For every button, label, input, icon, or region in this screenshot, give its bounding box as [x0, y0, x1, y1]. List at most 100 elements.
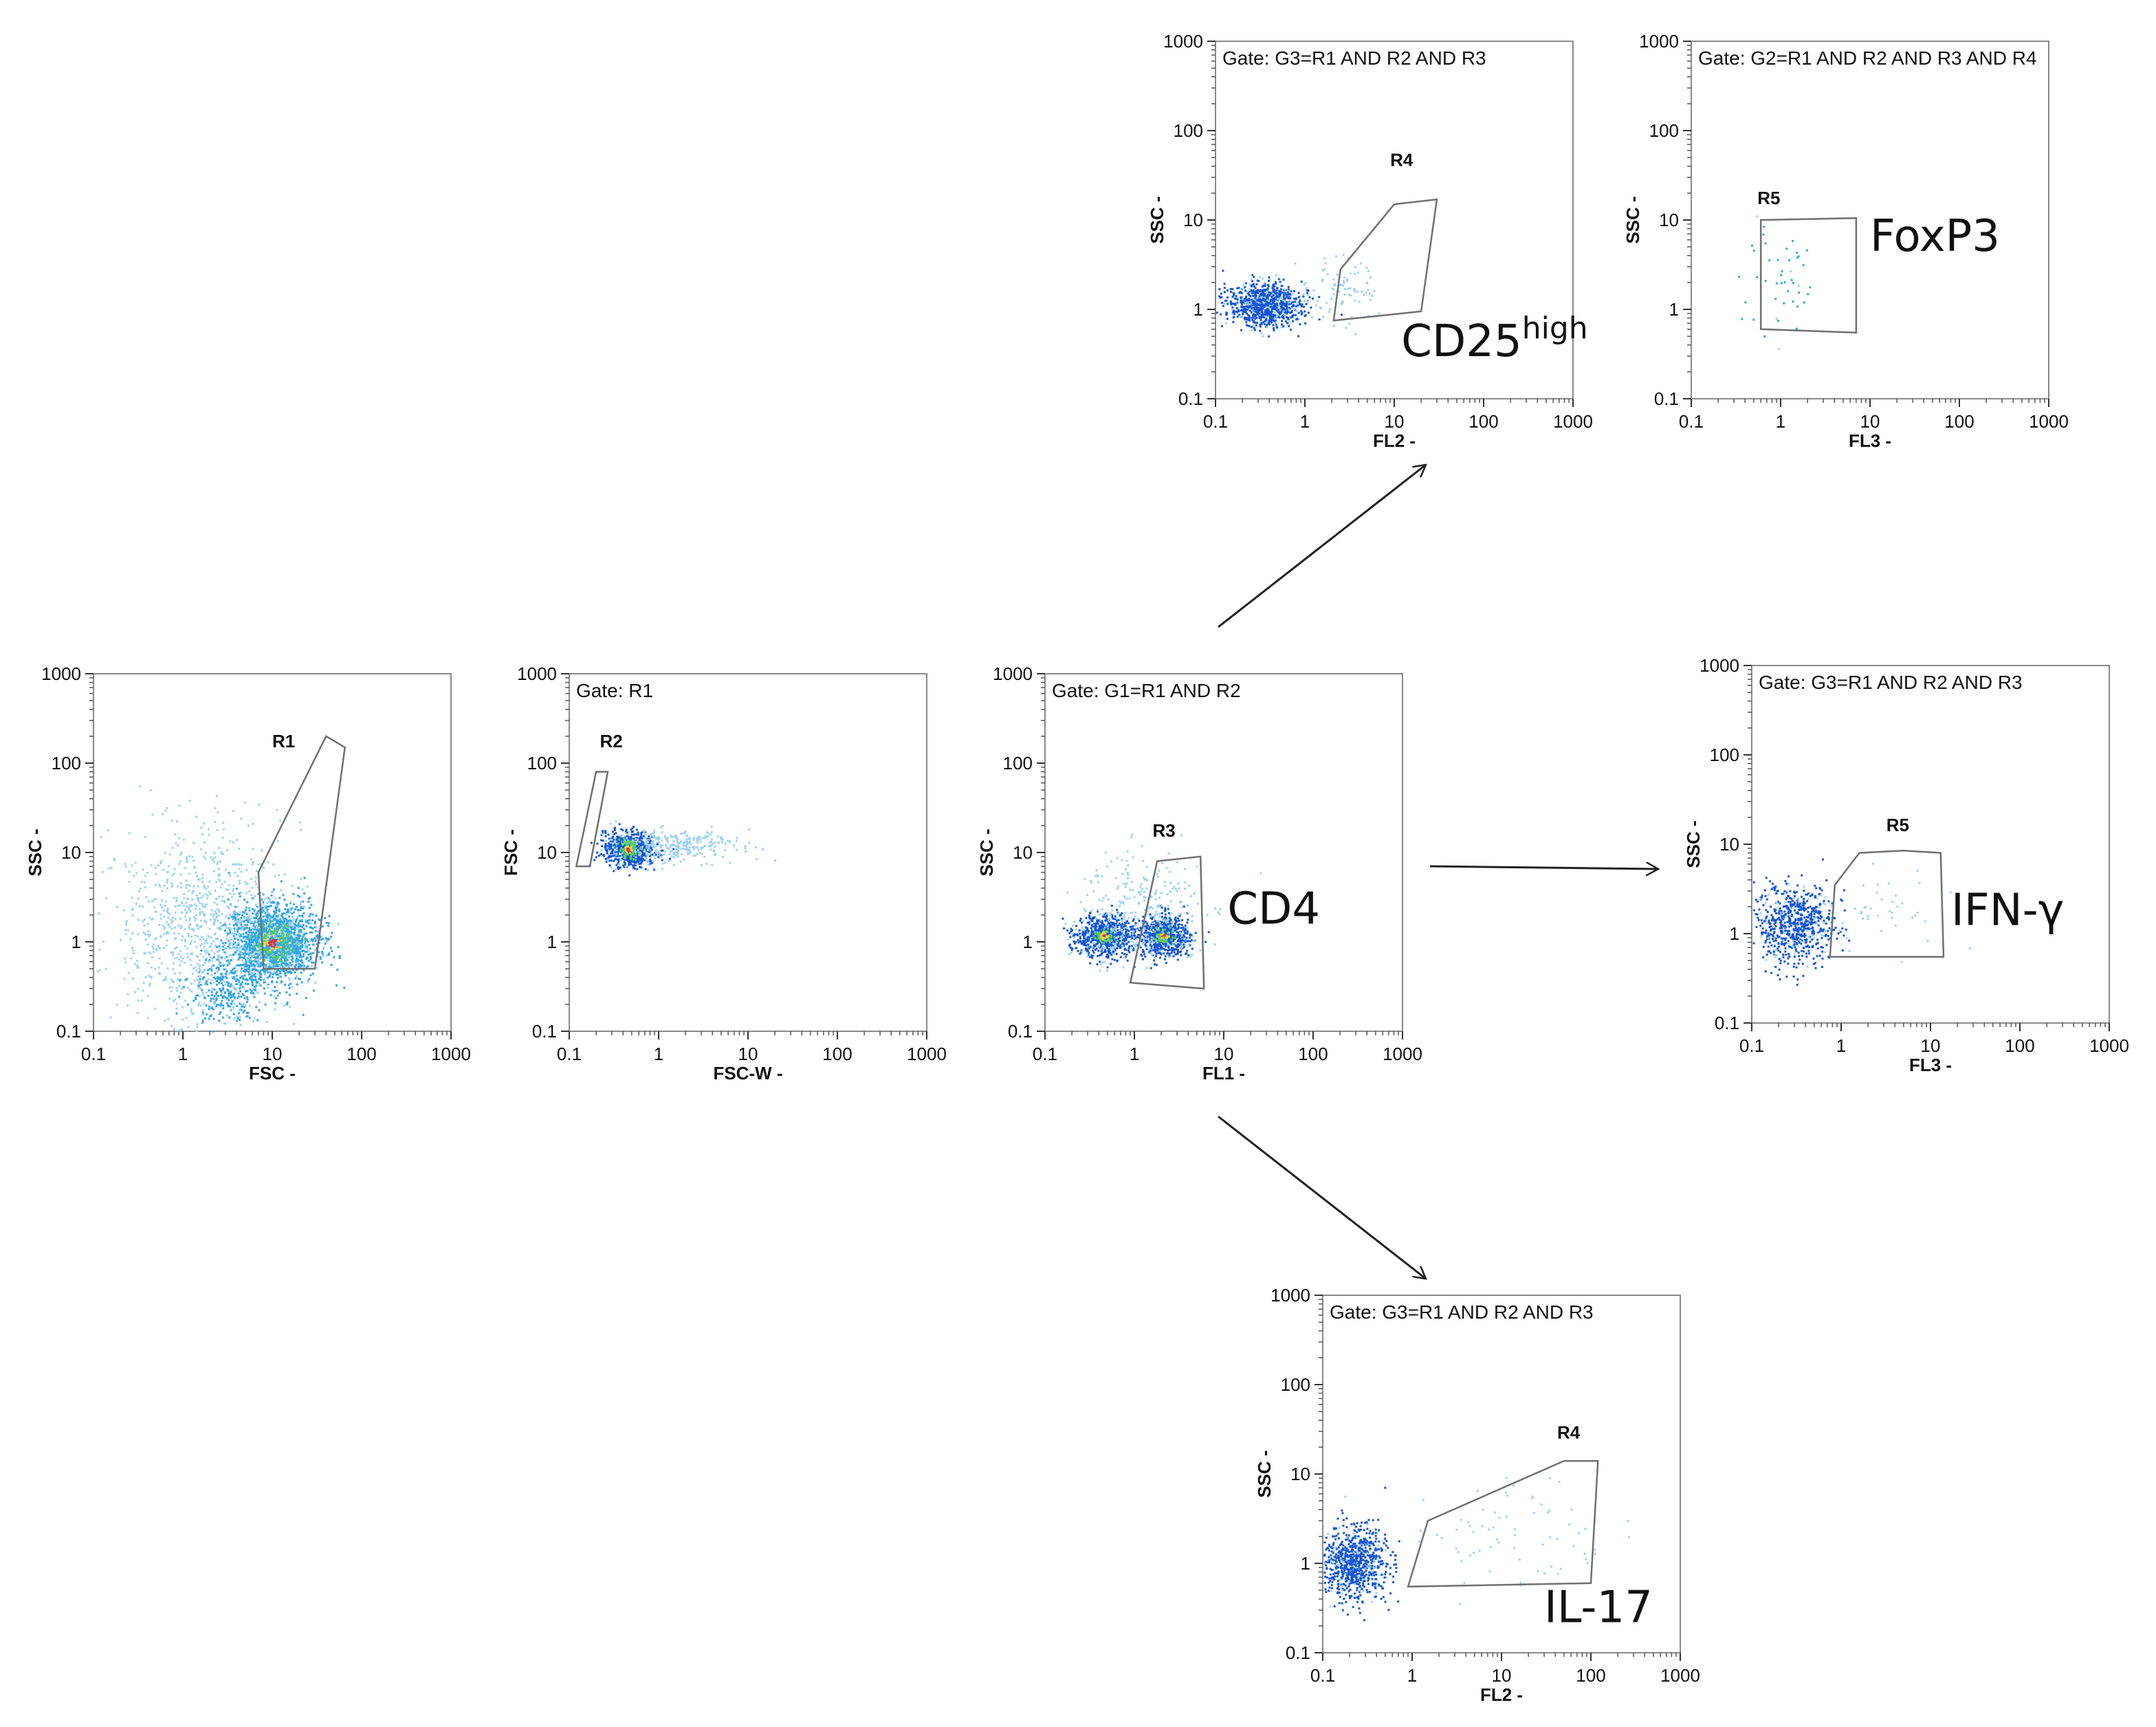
- event-dot: [285, 944, 288, 947]
- event-dot: [254, 943, 256, 945]
- event-dot: [246, 953, 249, 955]
- event-dot: [283, 899, 286, 901]
- event-dot: [255, 926, 258, 929]
- event-dot: [661, 824, 664, 827]
- event-dot: [326, 954, 328, 957]
- event-dot: [267, 942, 270, 945]
- event-dot: [250, 936, 252, 938]
- event-dot: [1111, 916, 1114, 918]
- event-dot: [221, 996, 224, 999]
- event-dot: [175, 987, 178, 989]
- event-dot: [686, 852, 689, 855]
- event-dot: [223, 947, 226, 950]
- event-dot: [294, 945, 296, 948]
- event-dot: [1097, 930, 1100, 932]
- event-dot: [1069, 946, 1072, 949]
- event-dot: [152, 918, 155, 920]
- event-dot: [226, 927, 228, 930]
- gate-region-r1: [257, 735, 346, 970]
- event-dot: [241, 975, 243, 978]
- event-dot: [326, 939, 329, 941]
- event-dot: [162, 979, 165, 982]
- event-dot: [167, 923, 170, 925]
- event-dot: [689, 850, 692, 853]
- event-dot: [239, 1018, 241, 1021]
- event-dot: [209, 945, 212, 947]
- event-dot: [276, 921, 278, 923]
- event-dot: [254, 967, 256, 969]
- event-dot: [314, 940, 317, 943]
- event-dot: [234, 872, 236, 874]
- event-dot: [657, 856, 660, 859]
- event-dot: [1073, 921, 1076, 923]
- event-dot: [297, 894, 300, 897]
- event-dot: [186, 1003, 189, 1006]
- event-dot: [1090, 941, 1092, 944]
- event-dot: [662, 862, 665, 865]
- event-dot: [208, 989, 210, 992]
- event-dot: [235, 947, 238, 950]
- event-dot: [685, 845, 688, 848]
- event-dot: [293, 911, 295, 914]
- event-dot: [620, 828, 623, 830]
- event-dot: [148, 975, 151, 978]
- event-dot: [239, 895, 241, 898]
- event-dot: [300, 959, 302, 962]
- event-dot: [139, 785, 141, 788]
- event-dot: [633, 846, 636, 848]
- event-dot: [179, 1028, 182, 1031]
- event-dot: [289, 908, 292, 910]
- event-dot: [231, 932, 234, 935]
- event-dot: [186, 858, 188, 861]
- event-dot: [263, 1002, 266, 1005]
- event-dot: [1079, 937, 1081, 940]
- event-dot: [208, 828, 210, 830]
- event-dot: [223, 930, 226, 932]
- event-dot: [144, 835, 146, 838]
- event-dot: [280, 960, 283, 962]
- event-dot: [198, 1002, 201, 1004]
- event-dot: [170, 886, 173, 888]
- event-dot: [243, 1006, 246, 1009]
- event-dot: [256, 952, 258, 955]
- event-dot: [135, 903, 138, 905]
- event-dot: [225, 938, 228, 940]
- event-dot: [131, 947, 134, 949]
- event-dot: [242, 947, 245, 950]
- event-dot: [236, 937, 238, 940]
- event-dot: [252, 969, 254, 971]
- event-dot: [258, 971, 261, 973]
- event-dot: [251, 897, 254, 900]
- event-dot: [252, 1020, 254, 1022]
- event-dot: [276, 940, 278, 943]
- event-dot: [173, 926, 176, 929]
- event-dot: [327, 954, 330, 956]
- event-dot: [278, 921, 281, 923]
- event-dot: [607, 849, 610, 852]
- event-dot: [223, 963, 226, 966]
- event-dot: [236, 1015, 239, 1018]
- event-dot: [249, 964, 252, 967]
- event-dot: [149, 934, 152, 936]
- event-dot: [258, 930, 261, 933]
- event-dot: [1092, 933, 1095, 936]
- event-dot: [228, 1004, 231, 1007]
- event-dot: [1081, 927, 1084, 930]
- event-dot: [242, 932, 245, 935]
- event-dot: [640, 861, 643, 864]
- event-dot: [219, 886, 222, 889]
- event-dot: [315, 935, 318, 938]
- event-dot: [124, 957, 126, 960]
- event-dot: [107, 829, 109, 832]
- event-dot: [283, 968, 285, 971]
- event-dot: [620, 834, 623, 837]
- event-dot: [255, 1006, 258, 1009]
- event-dot: [338, 955, 341, 958]
- event-dot: [202, 1013, 204, 1016]
- event-dot: [264, 970, 267, 973]
- y-tick-label: 1: [72, 932, 81, 952]
- event-dot: [673, 856, 676, 859]
- event-dot: [183, 897, 186, 900]
- event-dot: [632, 826, 635, 828]
- event-dot: [302, 912, 305, 914]
